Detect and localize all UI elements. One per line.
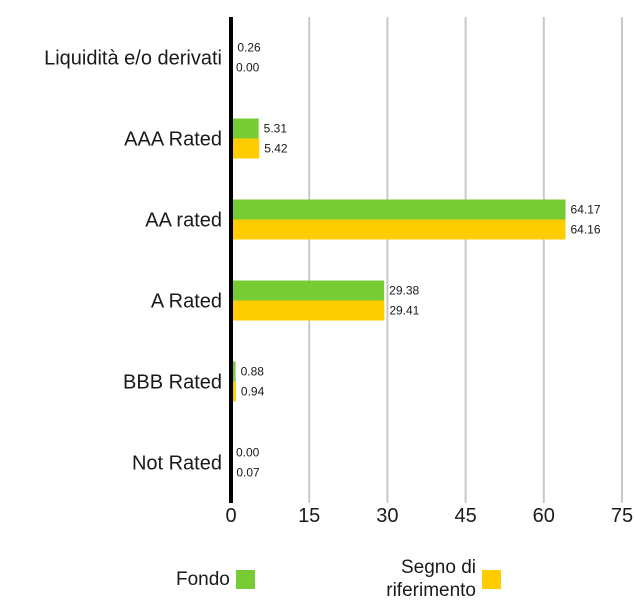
value-label: 0.26 <box>237 41 261 55</box>
value-label: 29.41 <box>389 304 419 318</box>
value-label: 0.94 <box>241 385 265 399</box>
legend-item-segno: Segno di riferimento <box>352 556 501 602</box>
category-label: BBB Rated <box>123 372 222 394</box>
bar-chart: 0.26 0.00 5.31 5.42 64.17 64.16 29.38 29.41 0.88… <box>0 0 634 556</box>
value-label: 5.42 <box>264 142 288 156</box>
bars-group <box>231 38 566 483</box>
bar-segno <box>231 220 565 240</box>
x-tick-label: 60 <box>533 505 555 527</box>
bar-segno <box>231 301 384 321</box>
value-label: 64.16 <box>570 223 600 237</box>
bar-fondo <box>231 281 384 301</box>
bar-fondo <box>231 200 566 220</box>
legend-swatch-fondo <box>236 570 255 589</box>
x-tick-label: 0 <box>225 505 236 527</box>
grid-lines <box>309 17 622 503</box>
legend-swatch-segno <box>482 570 501 589</box>
x-tick-label: 45 <box>454 505 476 527</box>
value-label: 0.00 <box>236 446 260 460</box>
category-labels-group: Liquidità e/o derivati AAA Rated AA rated A… <box>44 48 222 475</box>
value-labels-group: 0.26 0.00 5.31 5.42 64.17 64.16 29.38 29.41 0.88… <box>236 41 601 480</box>
category-label: AAA Rated <box>124 129 222 151</box>
value-label: 0.88 <box>241 365 265 379</box>
value-label: 0.00 <box>236 61 260 75</box>
value-label: 0.07 <box>236 466 260 480</box>
value-label: 29.38 <box>389 284 419 298</box>
value-label: 64.17 <box>571 203 601 217</box>
legend-item-fondo: Fondo <box>176 568 255 591</box>
legend-label-segno: Segno di riferimento <box>352 556 476 602</box>
category-label: Not Rated <box>132 453 222 475</box>
legend-label-segno-line2: riferimento <box>352 579 476 602</box>
legend: Fondo Segno di riferimento <box>0 556 634 601</box>
category-label: Liquidità e/o derivati <box>44 48 222 70</box>
legend-label-fondo: Fondo <box>176 568 230 591</box>
legend-label-segno-line1: Segno di <box>352 556 476 579</box>
x-tick-label: 30 <box>376 505 398 527</box>
category-label: AA rated <box>145 210 222 232</box>
bar-fondo <box>231 119 259 139</box>
x-tick-labels-group: 0 15 30 45 60 75 <box>225 505 633 527</box>
bar-segno <box>231 139 259 159</box>
value-label: 5.31 <box>264 122 288 136</box>
x-tick-label: 75 <box>611 505 633 527</box>
category-label: A Rated <box>151 291 222 313</box>
x-tick-label: 15 <box>298 505 320 527</box>
